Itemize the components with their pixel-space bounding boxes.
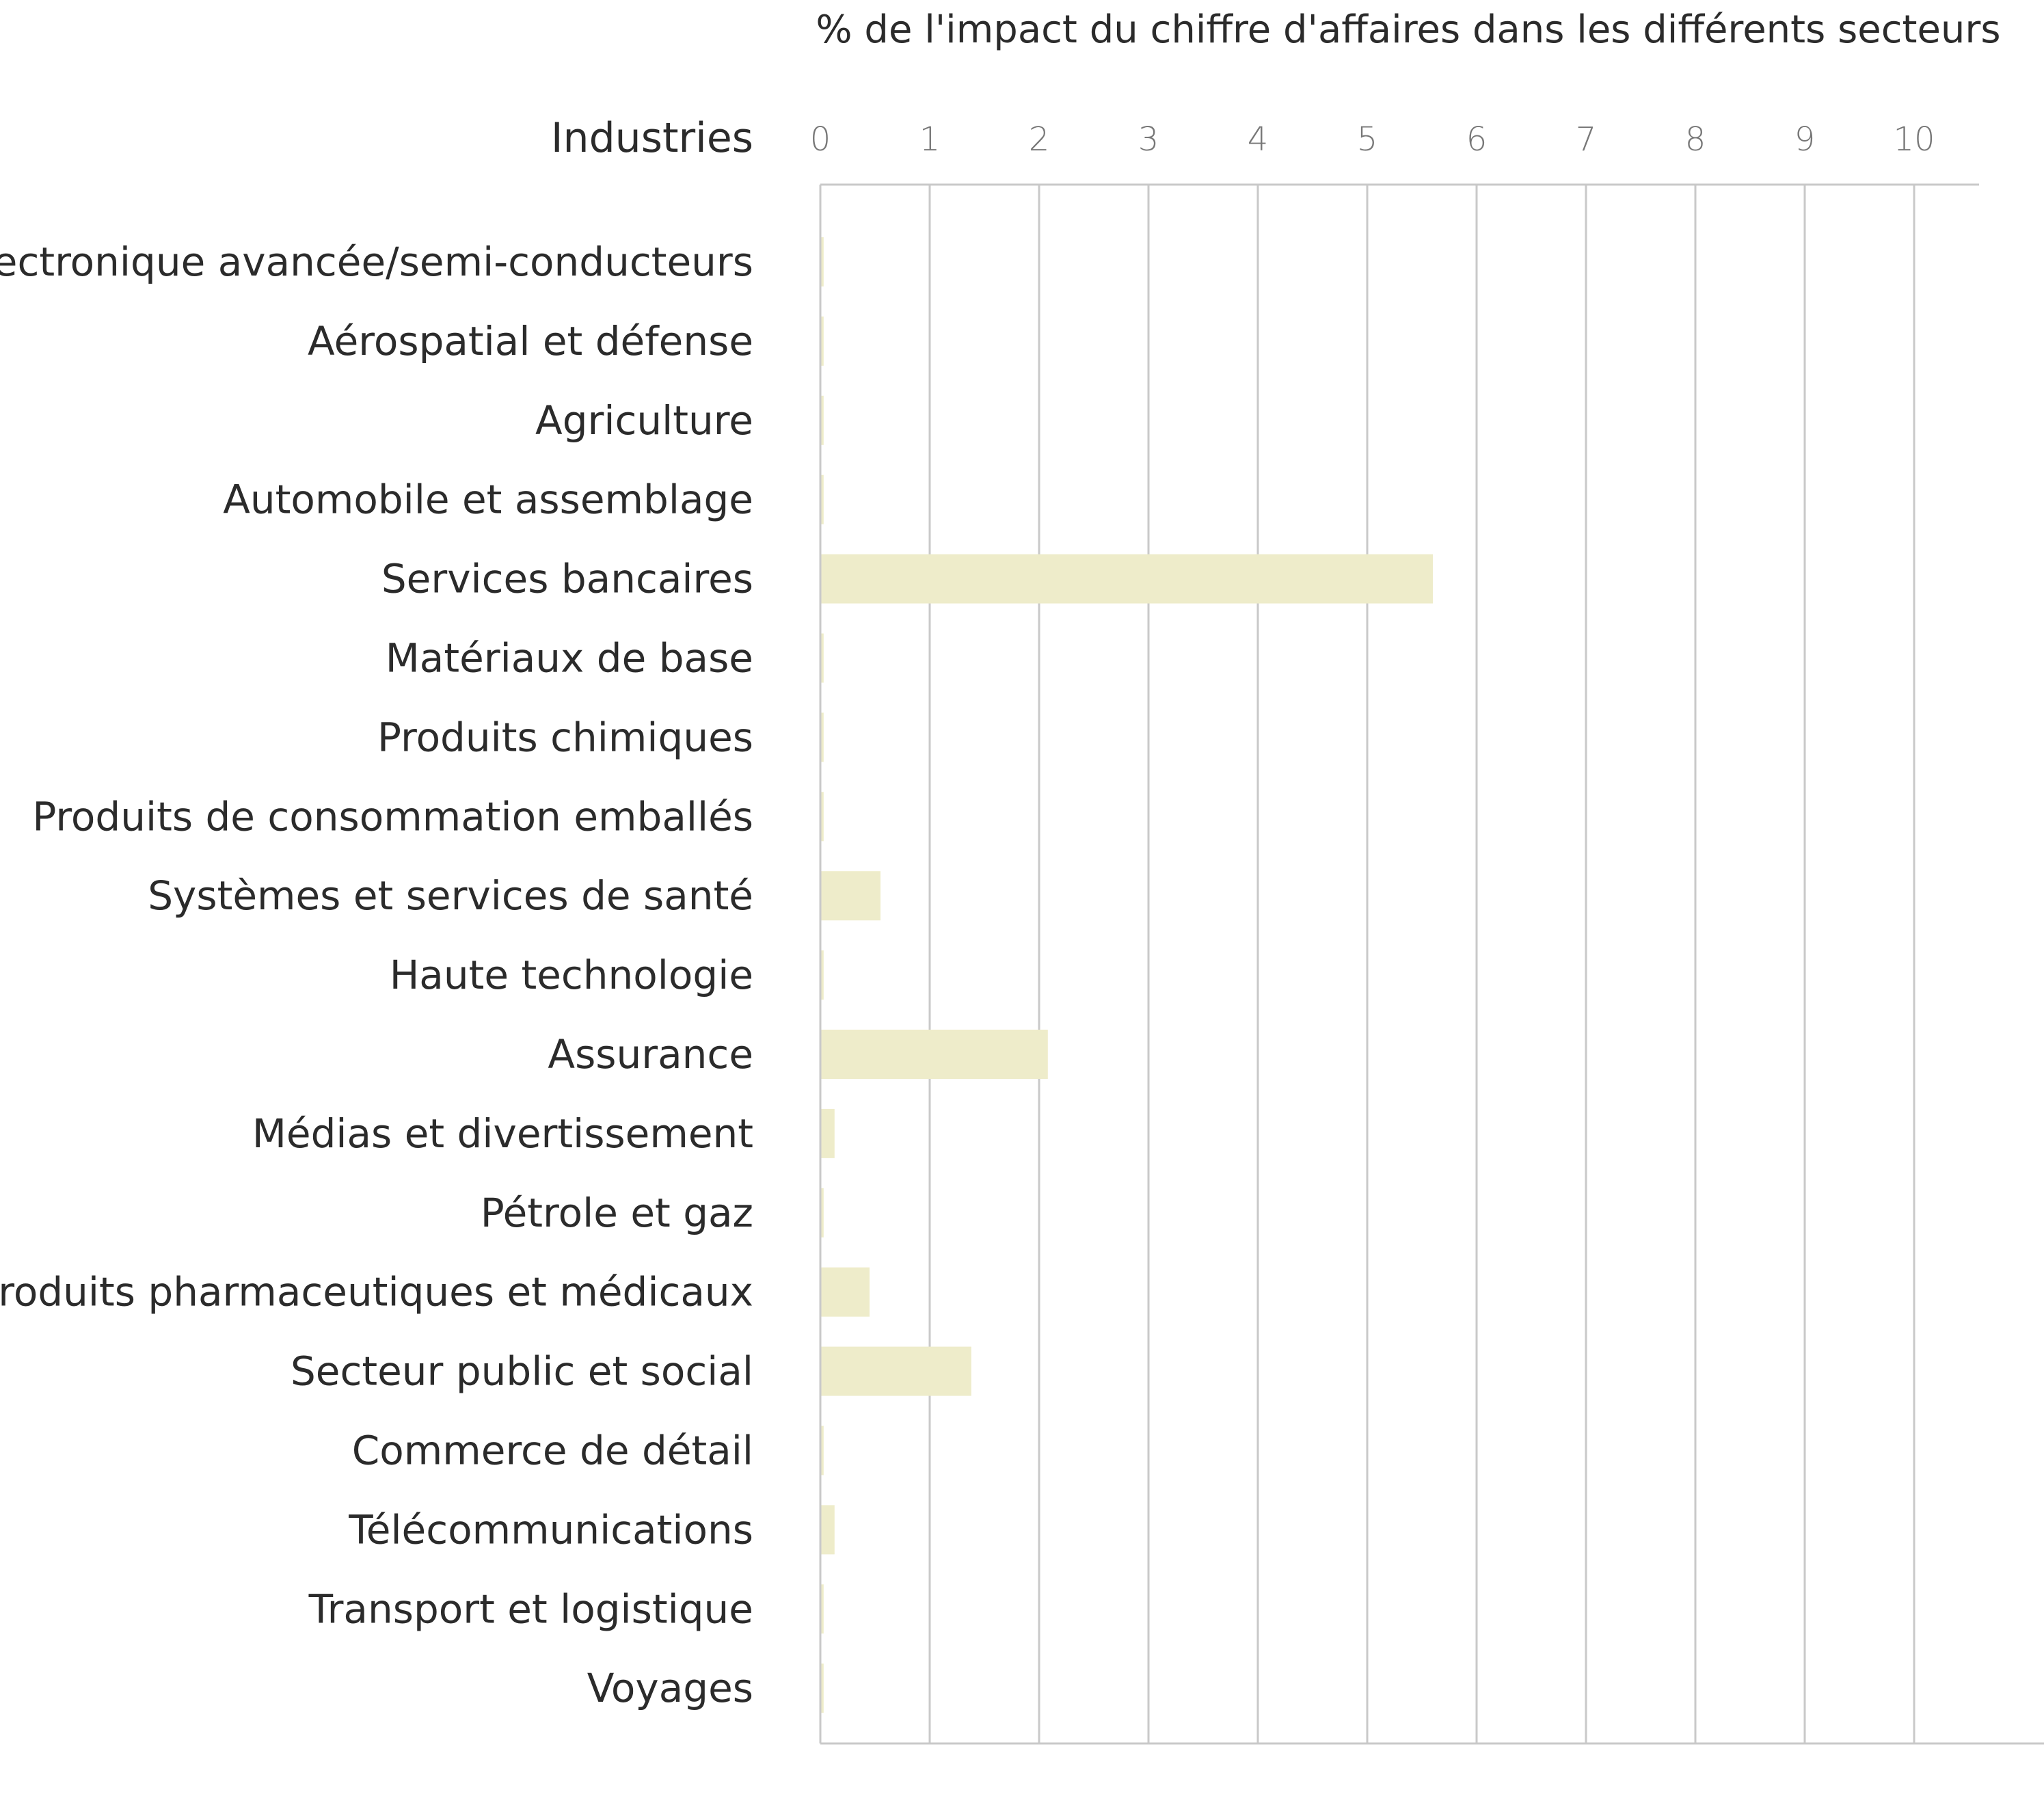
x-tick-label: 5 bbox=[1357, 120, 1378, 159]
axes bbox=[819, 183, 2044, 1745]
x-tick-label: 3 bbox=[1138, 120, 1159, 159]
bar bbox=[820, 1505, 835, 1555]
bar bbox=[820, 1030, 1048, 1079]
gridlines bbox=[928, 185, 1915, 1743]
x-tick-label: 8 bbox=[1685, 120, 1706, 159]
x-tick-label: 4 bbox=[1248, 120, 1269, 159]
x-tick-label: 1 bbox=[919, 120, 941, 159]
bar bbox=[820, 1267, 870, 1317]
bar bbox=[820, 1584, 824, 1634]
bar bbox=[820, 316, 824, 366]
category-label: Voyages bbox=[587, 1665, 753, 1711]
category-label: Electronique avancée/semi-conducteurs bbox=[0, 239, 753, 285]
bar bbox=[820, 1426, 824, 1475]
bar bbox=[820, 792, 824, 842]
bar bbox=[820, 871, 880, 921]
category-label: Télécommunications bbox=[348, 1506, 753, 1553]
x-tick-label: 10 bbox=[1893, 120, 1935, 159]
category-labels: Electronique avancée/semi-conducteurs Aér… bbox=[0, 239, 753, 1711]
bar bbox=[820, 1663, 824, 1713]
y-axis-header: Industries bbox=[551, 114, 753, 162]
category-label: Secteur public et social bbox=[291, 1348, 753, 1395]
bar bbox=[820, 950, 824, 1000]
category-label: Matériaux de base bbox=[386, 635, 753, 682]
bar bbox=[820, 395, 824, 445]
category-label: Assurance bbox=[548, 1031, 753, 1078]
category-label: Services bancaires bbox=[381, 556, 753, 602]
x-tick-label: 9 bbox=[1794, 120, 1816, 159]
category-label: Agriculture bbox=[535, 397, 753, 444]
bar bbox=[820, 712, 824, 762]
bar bbox=[820, 554, 1433, 604]
category-label: Médias et divertissement bbox=[252, 1110, 753, 1157]
category-label: Systèmes et services de santé bbox=[148, 872, 753, 919]
chart-title: % de l'impact du chiffre d'affaires dans… bbox=[816, 8, 2000, 52]
bar bbox=[820, 1346, 971, 1396]
bar bbox=[820, 1108, 835, 1158]
bar bbox=[820, 633, 824, 683]
category-label: Automobile et assemblage bbox=[223, 477, 753, 523]
category-label: Commerce de détail bbox=[352, 1428, 753, 1474]
x-tick-label: 7 bbox=[1576, 120, 1597, 159]
x-tick-labels: 0 1 2 3 4 5 6 7 8 9 10 bbox=[810, 120, 1935, 159]
x-tick-label: 0 bbox=[810, 120, 831, 159]
bars bbox=[820, 237, 1433, 1713]
bar bbox=[820, 474, 824, 524]
category-label: Transport et logistique bbox=[308, 1586, 753, 1632]
category-label: Produits pharmaceutiques et médicaux bbox=[0, 1269, 753, 1315]
category-label: Produits chimiques bbox=[377, 714, 753, 760]
bar bbox=[820, 237, 824, 286]
category-label: Haute technologie bbox=[390, 952, 753, 998]
category-label: Produits de consommation emballés bbox=[32, 793, 753, 840]
x-tick-label: 2 bbox=[1029, 120, 1050, 159]
bar bbox=[820, 1188, 824, 1238]
x-tick-label: 6 bbox=[1466, 120, 1488, 159]
category-label: Pétrole et gaz bbox=[481, 1190, 753, 1236]
category-label: Aérospatial et défense bbox=[308, 318, 753, 364]
